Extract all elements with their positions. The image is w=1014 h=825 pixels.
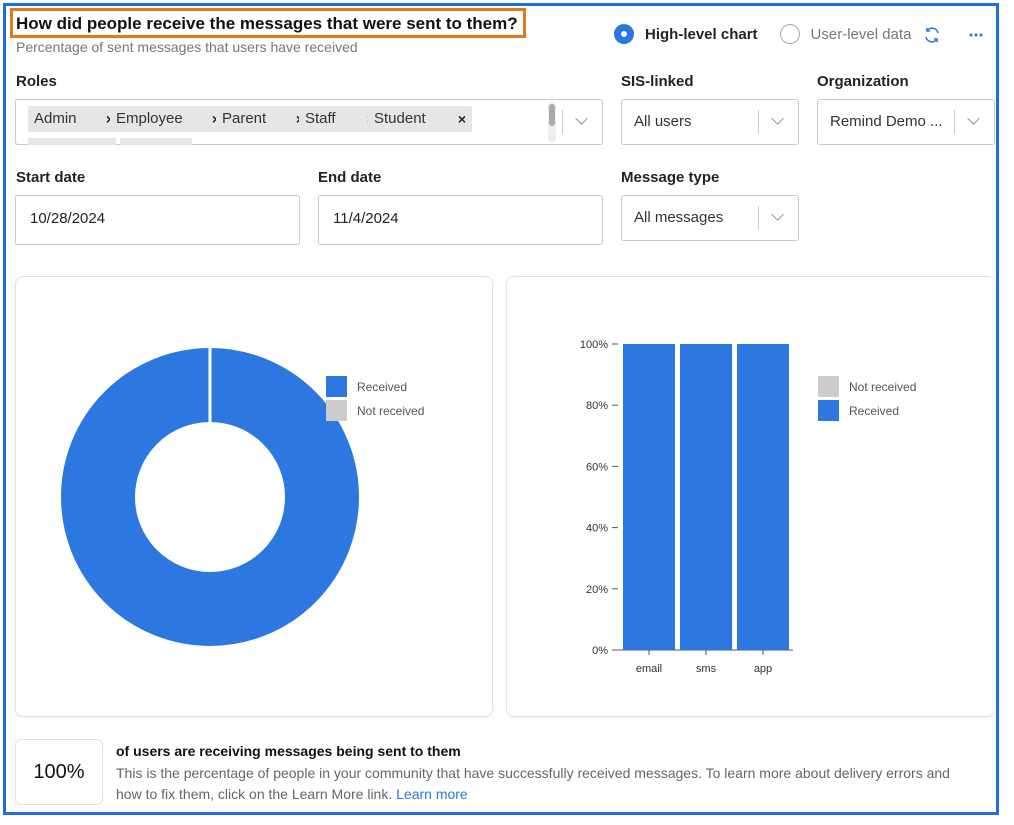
role-chip-overflow [28, 138, 116, 145]
chevron-down-icon[interactable] [967, 112, 980, 125]
page-subtitle: Percentage of sent messages that users h… [16, 39, 358, 55]
y-tick-label: 20% [586, 584, 608, 596]
sis-linked-select[interactable]: All users [621, 99, 799, 145]
bar-app-received [737, 344, 789, 650]
sis-linked-label: SIS-linked [621, 73, 694, 90]
legend-swatch [818, 400, 839, 421]
view-toggle: High-level chart User-level data [614, 24, 911, 44]
divider [758, 206, 759, 230]
organization-select[interactable]: Remind Demo ... [817, 99, 995, 145]
role-chip-employee: Employee× [110, 106, 226, 132]
user-level-label[interactable]: User-level data [810, 25, 912, 43]
summary-description: This is the percentage of people in your… [116, 765, 950, 802]
role-chip-overflow [120, 138, 192, 145]
end-date-input[interactable]: 11/4/2024 [318, 195, 603, 245]
report-panel [3, 3, 999, 815]
end-date-label: End date [318, 169, 382, 186]
start-date-input[interactable]: 10/28/2024 [15, 195, 300, 245]
high-level-label[interactable]: High-level chart [645, 25, 758, 43]
bar-chart-card: 0% 20% 40% 60% 80% 100% email sms app Not receiv… [506, 276, 995, 717]
message-type-label: Message type [621, 169, 720, 186]
page-title: How did people receive the messages that… [16, 14, 518, 33]
y-tick-label: 80% [586, 400, 608, 412]
remove-chip-icon[interactable]: × [106, 106, 114, 132]
learn-more-link[interactable]: Learn more [396, 786, 468, 802]
title-highlight [10, 8, 526, 38]
end-date-value: 11/4/2024 [333, 210, 399, 227]
x-tick-label: email [636, 663, 662, 675]
sis-linked-value: All users [634, 113, 692, 130]
chevron-down-icon[interactable] [771, 208, 784, 221]
message-type-select[interactable]: All messages [621, 195, 799, 241]
role-chip-admin: Admin× [28, 106, 120, 132]
refresh-icon[interactable] [922, 25, 942, 50]
message-type-value: All messages [634, 209, 724, 226]
donut-chart [61, 347, 359, 646]
legend-swatch [326, 376, 347, 397]
organization-value: Remind Demo ... [830, 113, 943, 130]
donut-chart-card: Received Not received [15, 276, 493, 717]
legend-received: Received [818, 400, 899, 421]
legend-swatch [326, 400, 347, 421]
roles-scroll-thumb[interactable] [549, 104, 555, 126]
chevron-down-icon[interactable] [575, 112, 588, 125]
high-level-radio[interactable] [614, 24, 634, 44]
bar-email-received [623, 344, 675, 650]
legend-not-received: Not received [818, 376, 916, 397]
y-tick-label: 40% [586, 523, 608, 535]
y-tick-label: 100% [580, 339, 608, 351]
summary-stat-box: 100% [15, 739, 103, 805]
summary-percentage: 100% [33, 761, 85, 783]
divider [758, 110, 759, 134]
x-tick-label: sms [696, 663, 717, 675]
legend-not-received: Not received [326, 400, 424, 421]
start-date-value: 10/28/2024 [30, 210, 106, 227]
start-date-label: Start date [16, 169, 86, 186]
chevron-down-icon[interactable] [771, 112, 784, 125]
organization-label: Organization [817, 73, 909, 90]
y-tick-label: 60% [586, 461, 608, 473]
remove-chip-icon[interactable]: × [457, 111, 466, 127]
roles-multiselect[interactable]: Admin× Employee× Parent× Staff× Student× [15, 99, 603, 145]
roles-scrollbar[interactable] [548, 102, 556, 142]
remove-chip-icon[interactable]: × [212, 106, 220, 132]
bar-sms-received [680, 344, 732, 650]
y-tick-label: 0% [592, 645, 608, 657]
donut-slice-received [61, 347, 359, 646]
divider [954, 110, 955, 134]
user-level-radio[interactable] [779, 24, 800, 44]
x-tick-label: app [754, 663, 772, 675]
role-chip-student: Student × [368, 106, 472, 132]
summary-headline: of users are receiving messages being se… [116, 743, 461, 759]
bar-chart: 0% 20% 40% 60% 80% 100% email sms app [580, 339, 793, 675]
role-chip-parent: Parent× [216, 106, 310, 132]
more-horizontal-icon[interactable] [968, 24, 984, 49]
roles-label: Roles [16, 73, 57, 90]
legend-received: Received [326, 376, 407, 397]
divider [562, 110, 563, 134]
legend-swatch [818, 376, 839, 397]
